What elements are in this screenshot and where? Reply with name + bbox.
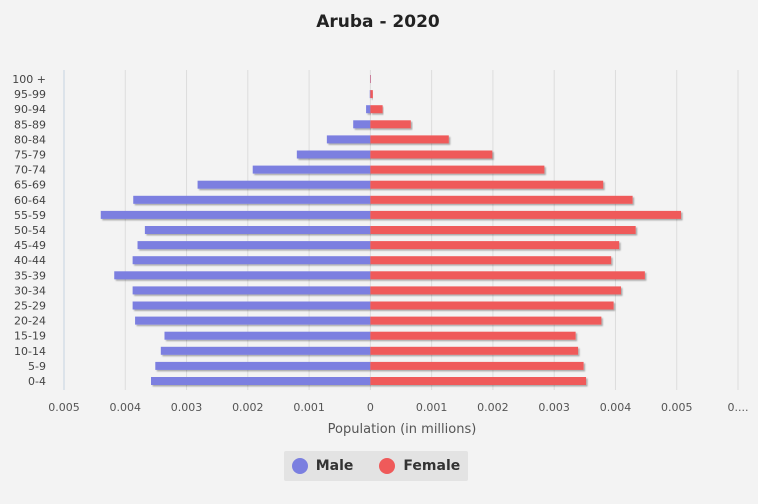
x-tick-label: 0.005 [48,401,80,414]
x-tick-label: 0.004 [110,401,142,414]
bar-male[interactable] [144,226,371,234]
bar-female[interactable] [370,90,373,99]
bar-male[interactable] [326,135,371,144]
bar-male[interactable] [137,241,371,250]
y-tick-label: 20-24 [14,315,46,328]
x-tick-label: 0.003 [538,401,570,414]
bar-male[interactable] [151,377,371,385]
bar-female[interactable] [370,75,371,83]
bar-female[interactable] [370,316,602,325]
y-tick-label: 70-74 [14,164,46,177]
x-tick-label: 0.004 [600,401,632,414]
bar-male[interactable] [132,286,371,295]
bar-male[interactable] [296,150,371,159]
axes: 0.005 0.004 0.003 0.002 0.001 0 0.001 0.002 0.00… [12,70,749,414]
legend-item-female[interactable]: Female [379,458,460,474]
x-tick-label: 0.002 [232,401,264,414]
bar-female[interactable] [370,150,493,159]
y-tick-label: 85-89 [14,118,46,131]
bar-female[interactable] [370,135,449,144]
bar-male[interactable] [353,120,371,129]
bar-female[interactable] [370,165,545,174]
legend-item-male[interactable]: Male [291,458,354,474]
y-tick-label: 75-79 [14,149,46,162]
x-tick-label: 0.001 [293,401,325,414]
y-tick-label: 60-64 [14,194,46,207]
y-tick-label: 100 + [12,73,46,86]
y-tick-label: 10-14 [14,345,46,358]
bar-female[interactable] [370,361,584,370]
legend-label-male: Male [315,458,354,474]
bar-female[interactable] [370,377,587,385]
bar-male[interactable] [252,165,371,174]
bar-male[interactable] [114,271,371,280]
legend: Male Female [284,451,468,481]
x-tick-label: 0.003 [171,401,203,414]
y-tick-label: 55-59 [14,209,46,222]
bar-female[interactable] [370,301,614,310]
bar-female[interactable] [370,120,411,129]
y-tick-label: 50-54 [14,224,46,237]
bar-male[interactable] [366,105,371,114]
bar-female[interactable] [370,226,636,234]
y-tick-label: 90-94 [14,103,46,116]
y-tick-label: 95-99 [14,88,46,101]
bar-male[interactable] [160,346,371,355]
bar-female[interactable] [370,286,621,295]
chart-title: Aruba - 2020 [316,12,440,32]
y-tick-label: 65-69 [14,179,46,192]
x-tick-label: 0 [367,401,374,414]
bar-male[interactable] [155,361,371,370]
bar-female[interactable] [370,180,604,189]
bar-male[interactable] [164,331,371,340]
y-tick-label: 25-29 [14,300,46,313]
bar-female[interactable] [370,195,633,204]
bar-female[interactable] [370,331,576,340]
bar-female[interactable] [370,256,612,265]
female-dot-icon [379,458,396,474]
bar-female[interactable] [370,210,682,219]
y-tick-label: 0-4 [28,375,46,388]
bar-male[interactable] [132,256,371,265]
bar-male[interactable] [369,90,371,99]
bar-male[interactable] [135,316,371,325]
male-dot-icon [291,458,308,474]
x-axis-title: Population (in millions) [328,422,477,437]
y-tick-label: 80-84 [14,133,46,146]
y-tick-label: 45-49 [14,239,46,252]
bar-male[interactable] [133,195,371,204]
y-tick-label: 35-39 [14,269,46,282]
y-tick-label: 30-34 [14,284,46,297]
bar-male[interactable] [132,301,371,310]
bar-male[interactable] [100,210,371,219]
legend-label-female: Female [403,458,461,474]
bar-female[interactable] [370,241,620,250]
bar-female[interactable] [370,105,383,114]
y-tick-label: 40-44 [14,254,46,267]
x-tick-label: 0.002 [477,401,509,414]
y-tick-label: 15-19 [14,330,46,343]
y-tick-label: 5-9 [28,360,46,373]
x-tick-label: 0.005 [661,401,693,414]
bar-female[interactable] [370,271,645,280]
bar-female[interactable] [370,346,579,355]
bars [100,75,682,385]
x-tick-label: 0.001 [416,401,448,414]
x-tick-label: 0.... [728,401,749,414]
bar-male[interactable] [197,180,371,189]
